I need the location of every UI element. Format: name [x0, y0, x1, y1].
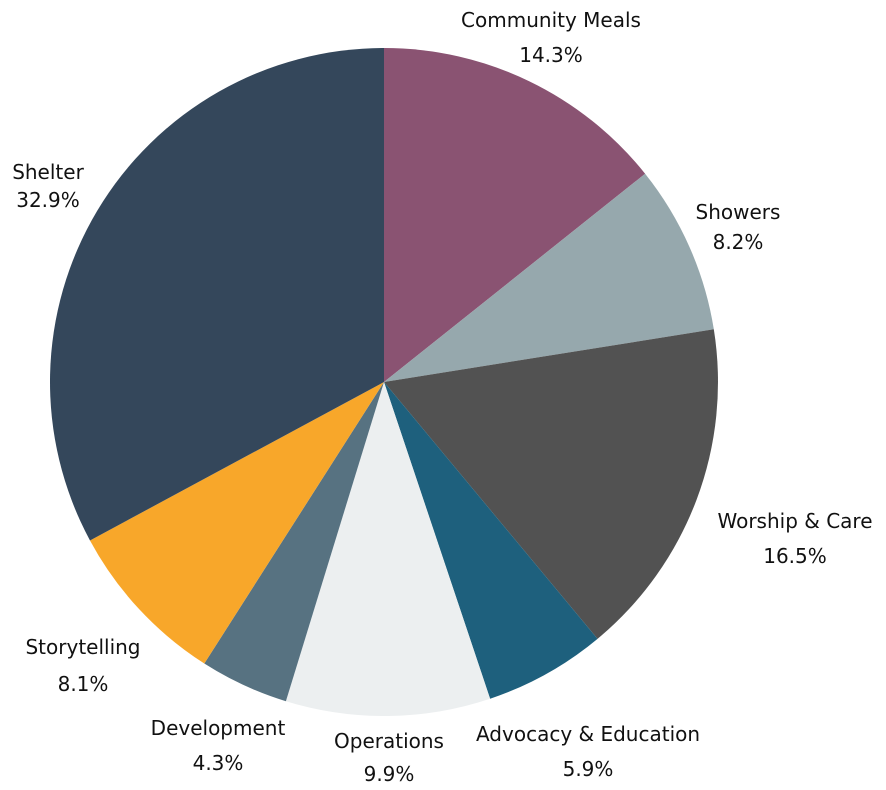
- label-community-meals-name: Community Meals: [461, 8, 641, 32]
- pie-slice-advocacy-education: [384, 382, 598, 699]
- pie-slice-showers: [384, 173, 714, 382]
- label-showers-value: 8.2%: [713, 230, 764, 254]
- pie-slices: [49, 47, 718, 716]
- label-development-name: Development: [151, 716, 286, 740]
- label-operations-name: Operations: [334, 729, 444, 753]
- label-shelter-value: 32.9%: [16, 188, 80, 212]
- pie-slice-storytelling: [89, 382, 384, 664]
- label-storytelling-value: 8.1%: [58, 672, 109, 696]
- label-showers-name: Showers: [696, 200, 781, 224]
- label-development-value: 4.3%: [193, 751, 244, 775]
- label-shelter-name: Shelter: [12, 160, 84, 184]
- pie-slice-development: [204, 382, 384, 702]
- label-worship-care-value: 16.5%: [763, 544, 827, 568]
- pie-labels: Community Meals 14.3% Showers 8.2% Worsh…: [12, 8, 872, 786]
- pie-slice-shelter: [49, 47, 385, 541]
- label-advocacy-education-value: 5.9%: [563, 757, 614, 781]
- pie-slice-operations: [285, 382, 491, 716]
- label-community-meals-value: 14.3%: [519, 43, 583, 67]
- label-advocacy-education-name: Advocacy & Education: [476, 722, 700, 746]
- pie-slice-worship-care: [384, 329, 718, 639]
- label-worship-care-name: Worship & Care: [717, 509, 872, 533]
- label-operations-value: 9.9%: [364, 762, 415, 786]
- pie-slice-community-meals: [384, 48, 646, 382]
- label-storytelling-name: Storytelling: [25, 635, 140, 659]
